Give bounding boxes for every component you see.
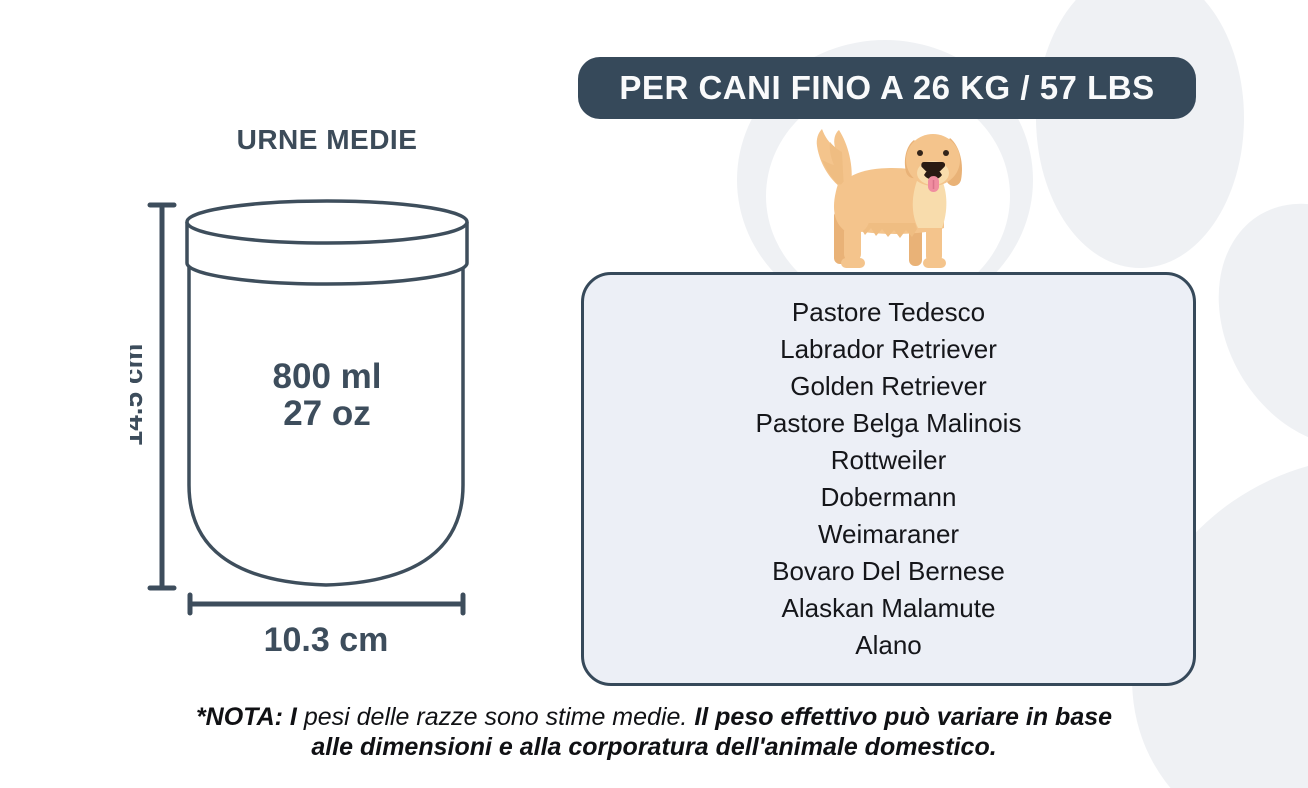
dog-eye-left (917, 150, 923, 156)
breed-list-item: Pastore Tedesco (791, 297, 986, 327)
urn-lid-top (185, 199, 469, 245)
urn-diagram: 14.5 cm 800 ml 27 oz 10.3 cm (130, 199, 469, 659)
dog-tail (816, 129, 852, 190)
urn-body (187, 253, 465, 587)
dog-rear-leg (833, 184, 870, 234)
urn-volume-ml: 800 ml (273, 357, 382, 396)
golden-retriever-illustration (816, 129, 962, 268)
dog-head (904, 134, 962, 192)
note-prefix: *NOTA: I (195, 703, 297, 731)
breed-list-item: Labrador Retriever (780, 334, 997, 364)
height-measure-line (147, 202, 177, 591)
breed-list-item: Alaskan Malamute (781, 593, 996, 623)
weight-range-badge: PER CANI FINO A 26 KG / 57 LBS (578, 57, 1196, 119)
width-measure-line (187, 592, 466, 616)
breed-list-item: Pastore Belga Malinois (755, 408, 1022, 438)
paw-toe-shape (1036, 0, 1244, 268)
note-text: *NOTA: I pesi delle razze sono stime med… (0, 702, 1308, 762)
note-line-1: *NOTA: I pesi delle razze sono stime med… (0, 702, 1308, 732)
breed-list-item: Golden Retriever (790, 371, 987, 401)
breed-list-item: Rottweiler (830, 445, 947, 475)
urn-height-label: 14.5 cm (130, 344, 148, 447)
dog-nose (921, 162, 946, 177)
dog-front-paw (923, 258, 946, 268)
urn-width-label: 10.3 cm (264, 621, 389, 659)
note-emphasis-2: alle dimensioni e alla corporatura dell'… (311, 733, 997, 761)
breed-list-item: Bovaro Del Bernese (772, 556, 1005, 586)
breed-list-item: Dobermann (820, 482, 957, 512)
urn-section-title: URNE MEDIE (236, 124, 418, 155)
dog-chest (912, 178, 947, 228)
breed-list-box: Pastore Tedesco Labrador Retriever Golde… (581, 272, 1196, 686)
breed-list-item: Alano (855, 630, 922, 660)
breed-list-item: Weimaraner (817, 519, 960, 549)
dog-rear-paw (841, 258, 865, 268)
dog-rear-leg-lower (844, 224, 861, 262)
note-regular: pesi delle razze sono stime medie. (303, 703, 688, 731)
urn-volume-oz: 27 oz (283, 394, 371, 433)
weight-range-label: PER CANI FINO A 26 KG / 57 LBS (619, 69, 1155, 106)
note-line-2: alle dimensioni e alla corporatura dell'… (0, 732, 1308, 762)
dog-eye-right (943, 150, 949, 156)
note-emphasis: Il peso effettivo può variare in base (694, 703, 1113, 731)
paw-pad-shape (1132, 457, 1308, 788)
paw-toe-shape (1218, 203, 1308, 447)
